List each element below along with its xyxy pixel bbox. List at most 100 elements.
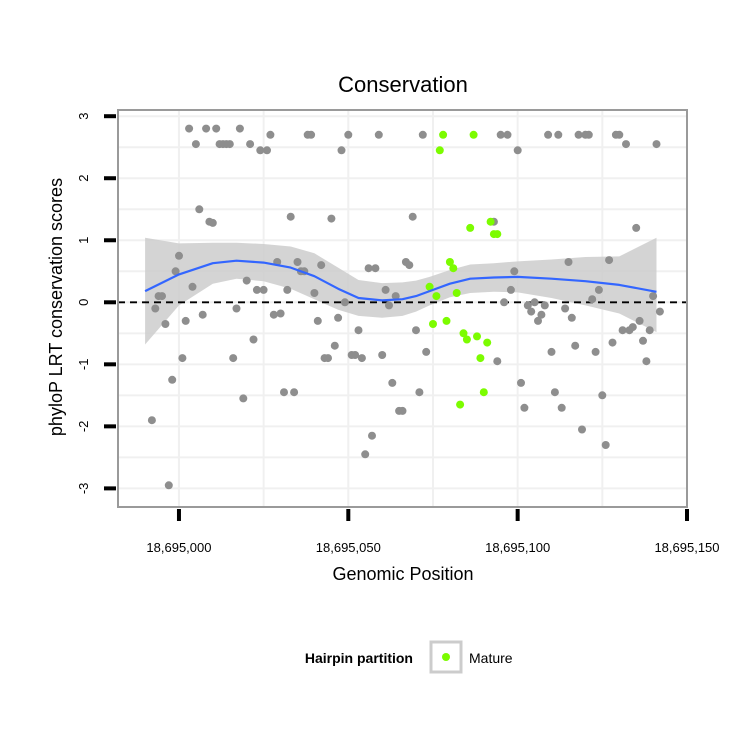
data-point (415, 388, 424, 397)
data-point (544, 130, 553, 139)
data-point (422, 347, 431, 356)
data-point (374, 130, 383, 139)
smooth-trend-line (144, 259, 657, 302)
data-point-mature (429, 320, 437, 328)
data-point (408, 212, 417, 221)
data-point (202, 124, 211, 133)
data-point (171, 267, 180, 276)
data-point-mature (493, 230, 502, 239)
x-tick-label: 18,695,100 (485, 540, 550, 555)
data-point (354, 326, 363, 335)
data-point (178, 354, 187, 363)
data-point (161, 320, 170, 328)
data-point (520, 403, 529, 412)
data-point (642, 357, 651, 366)
data-point (280, 388, 288, 397)
data-point-mature (462, 335, 471, 344)
data-point (506, 285, 515, 294)
data-point-mature (425, 282, 434, 291)
data-point (534, 316, 542, 325)
data-point (588, 295, 597, 304)
data-point-mature (466, 223, 475, 232)
data-point (513, 146, 522, 155)
data-point (391, 292, 400, 301)
y-tick-label: 0 (76, 299, 91, 306)
data-point (622, 140, 630, 149)
legend-label-mature: Mature (469, 650, 513, 666)
x-axis: 18,695,000 18,695,050 18,695,100 18,695,150 (146, 509, 720, 555)
data-point (564, 258, 573, 266)
data-point (598, 391, 607, 400)
data-point (605, 256, 614, 265)
x-tick-label: 18,695,150 (654, 540, 719, 555)
data-point (317, 261, 326, 270)
data-point (324, 354, 332, 363)
data-point (225, 140, 234, 149)
data-point (550, 388, 559, 397)
y-axis-title: phyloP LRT conservation scores (46, 178, 66, 436)
data-point (235, 124, 244, 133)
data-point (503, 130, 512, 139)
legend: Hairpin partition Mature (305, 640, 513, 674)
data-point-mature (432, 292, 441, 301)
data-point (547, 347, 556, 356)
data-point (418, 130, 427, 139)
data-point (652, 140, 661, 149)
data-point (158, 292, 166, 301)
data-point (283, 285, 292, 294)
data-point (252, 285, 261, 294)
data-point-mature (476, 354, 485, 363)
data-point (249, 335, 258, 344)
x-tick-label: 18,695,000 (146, 540, 211, 555)
data-point (618, 326, 627, 335)
data-point (371, 264, 380, 273)
panel-border-rect (117, 109, 688, 508)
data-point (500, 298, 509, 307)
data-point (334, 313, 343, 322)
data-point (635, 316, 644, 325)
data-point (527, 307, 536, 316)
x-tick-label: 18,695,050 (316, 540, 381, 555)
data-point (351, 351, 360, 359)
data-point (632, 223, 641, 232)
data-point (361, 450, 370, 459)
data-point (310, 289, 319, 297)
data-point (557, 403, 566, 412)
data-point-mature (456, 400, 465, 409)
data-point (493, 357, 502, 366)
data-point (591, 347, 600, 356)
data-point-mature (459, 329, 468, 338)
data-point (293, 258, 302, 266)
x-axis-title: Genomic Position (332, 564, 473, 584)
y-tick-label: 3 (76, 113, 91, 120)
data-point (175, 251, 183, 260)
data-point (567, 313, 576, 322)
data-point (208, 218, 217, 227)
y-tick-label: -1 (76, 359, 91, 371)
data-point (195, 205, 204, 214)
data-point (147, 416, 156, 425)
data-point-mature (479, 388, 488, 397)
y-tick-label: -3 (76, 483, 91, 495)
data-point (381, 285, 390, 294)
data-point (188, 282, 197, 291)
data-point (628, 323, 637, 332)
data-point (286, 212, 295, 221)
data-point (256, 146, 265, 155)
legend-title: Hairpin partition (305, 650, 413, 666)
data-point-mature (469, 130, 478, 139)
data-point (537, 310, 546, 319)
data-point (327, 214, 336, 223)
data-point (344, 130, 353, 139)
data-point-mature (445, 258, 454, 266)
data-point (561, 304, 570, 313)
data-point (530, 298, 539, 307)
y-tick-label: -2 (76, 421, 91, 433)
data-point (571, 341, 580, 350)
data-point-mature (473, 332, 481, 341)
data-point (181, 316, 190, 325)
data-point (337, 146, 346, 155)
data-point (242, 276, 251, 285)
legend-key-mature-icon (442, 653, 450, 661)
